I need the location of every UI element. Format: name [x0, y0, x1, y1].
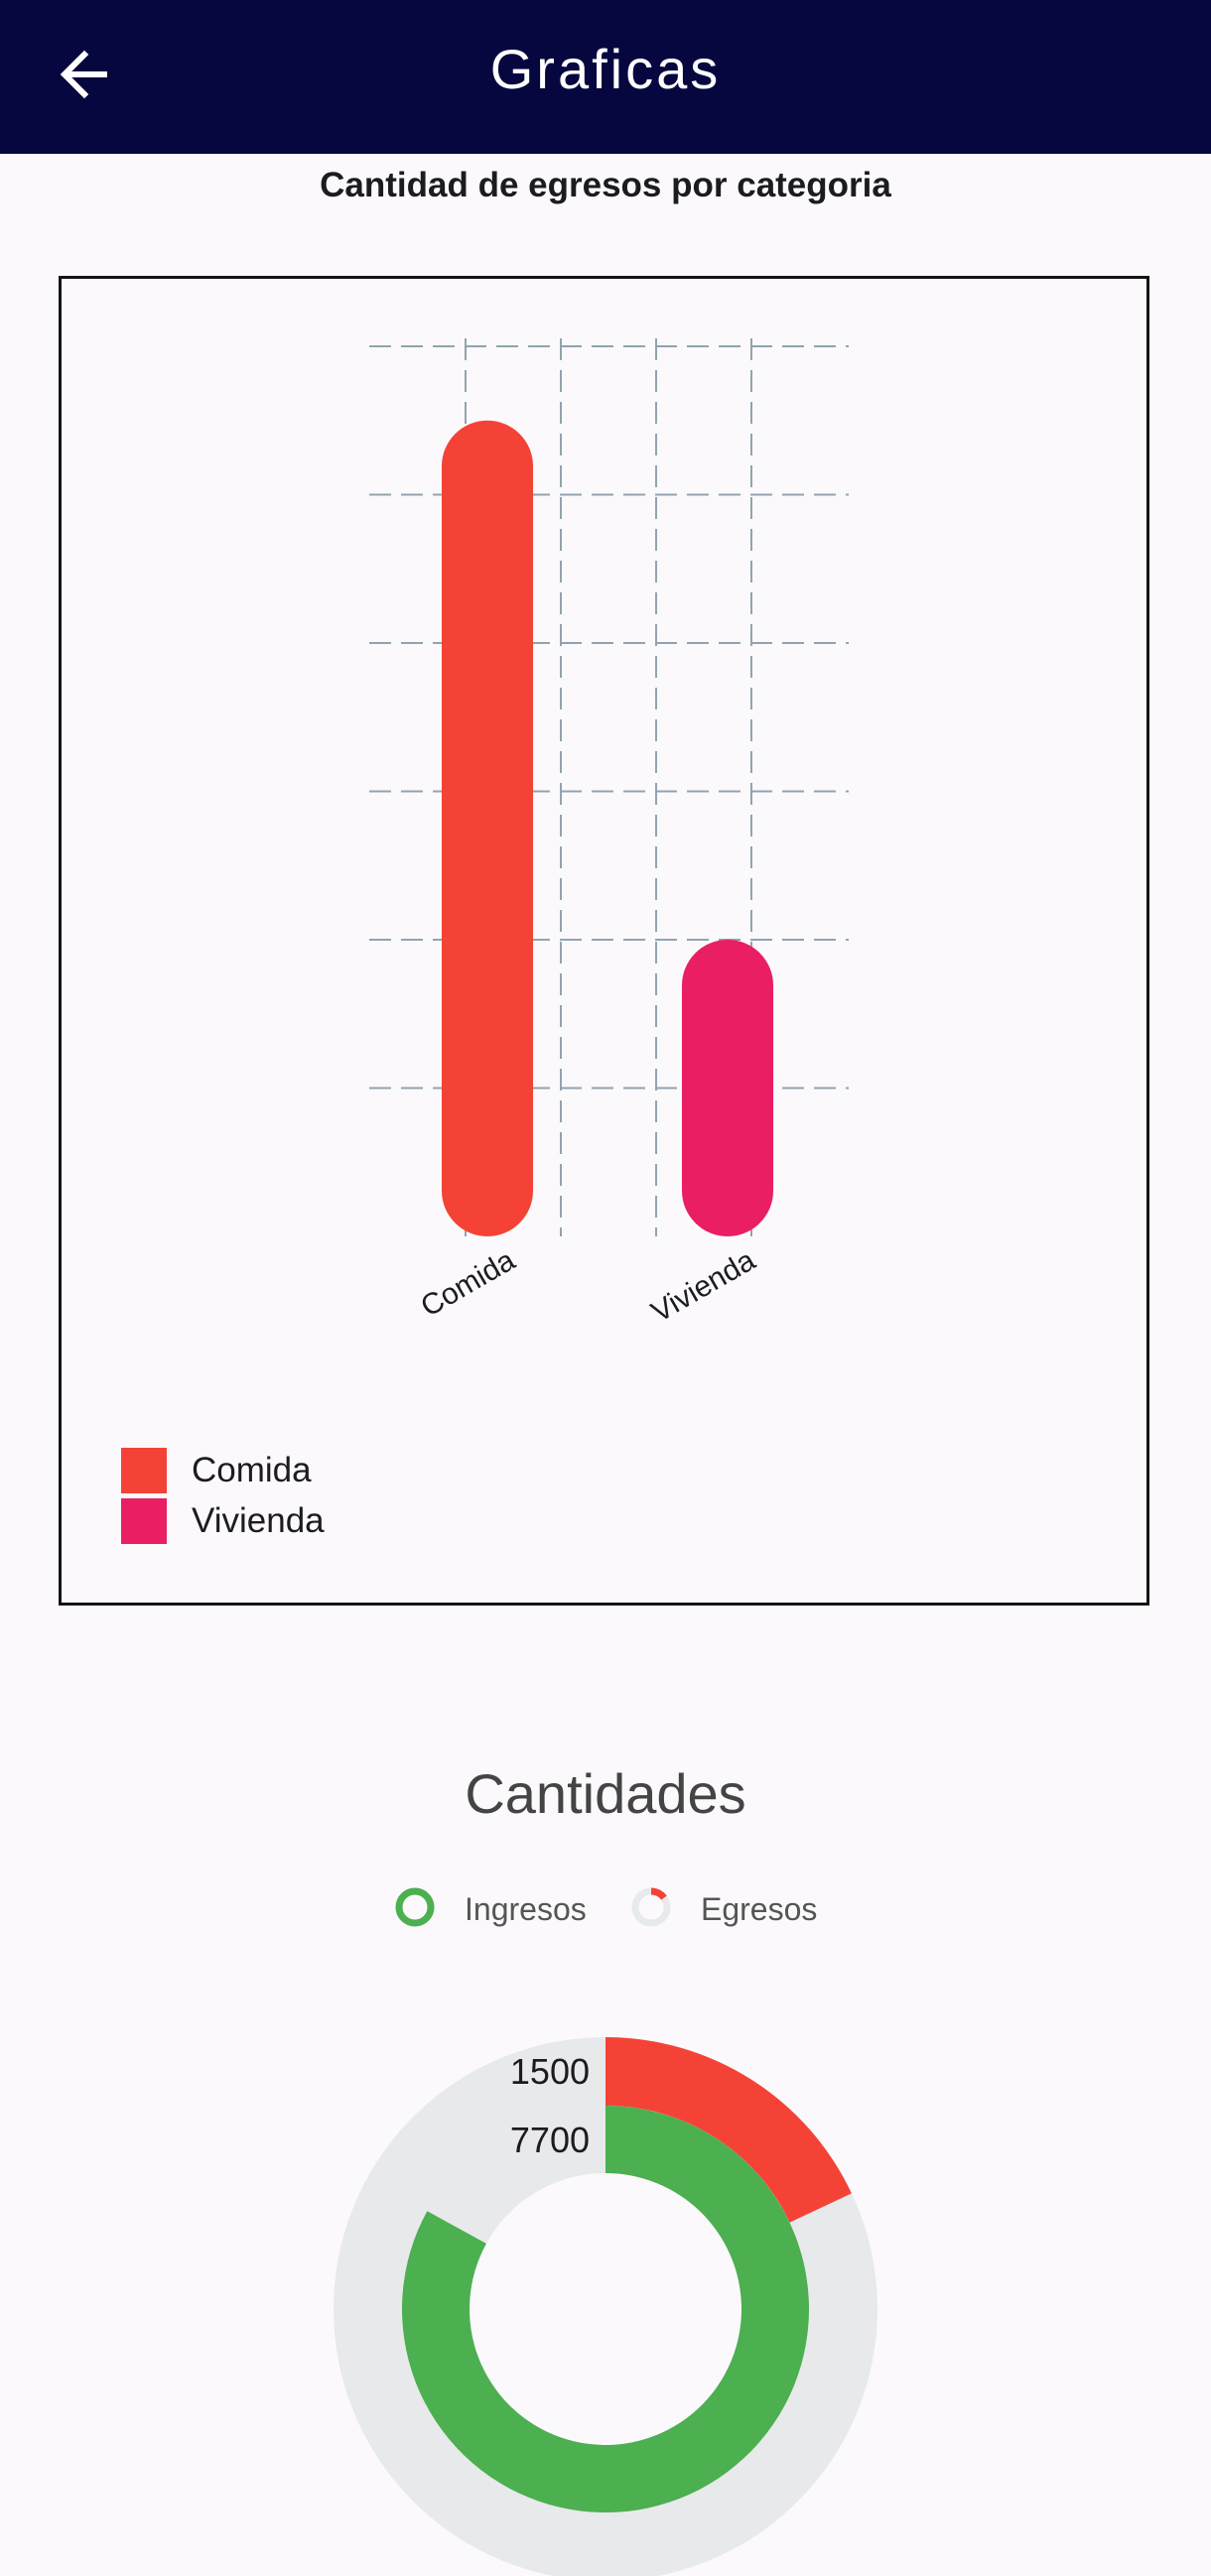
legend-label-egresos: Egresos — [701, 1890, 818, 1927]
pie-chart-title: Cantidades — [465, 1762, 746, 1825]
legend-label-ingresos: Ingresos — [465, 1890, 587, 1927]
legend-swatch-vivienda — [121, 1498, 167, 1544]
bar-chart: Comida Vivienda — [369, 338, 849, 1329]
legend-item-comida: Comida — [121, 1448, 312, 1493]
bar-chart-card: Comida Vivienda Comida Vivienda — [59, 276, 1149, 1606]
ring-icon — [629, 1885, 673, 1934]
legend-item-egresos: Egresos — [629, 1885, 818, 1934]
back-button[interactable] — [40, 32, 129, 121]
arc-ingresos[interactable] — [402, 2106, 810, 2512]
x-tick-label: Vivienda — [646, 1243, 761, 1329]
page-title: Graficas — [489, 38, 722, 100]
bar-vivienda[interactable] — [682, 940, 773, 1236]
legend-item-ingresos: Ingresos — [393, 1887, 587, 1931]
bar-comida[interactable] — [442, 420, 533, 1236]
legend-label-vivienda: Vivienda — [192, 1501, 325, 1540]
value-label-ingresos: 7700 — [510, 2120, 590, 2160]
value-label-egresos: 1500 — [510, 2051, 590, 2092]
radial-chart: 1500 7700 — [334, 2037, 877, 2576]
app-bar: Graficas — [0, 0, 1211, 154]
arc-egresos[interactable] — [606, 2037, 852, 2223]
legend-label-comida: Comida — [192, 1451, 312, 1489]
legend-swatch-comida — [121, 1448, 167, 1493]
legend-item-vivienda: Vivienda — [121, 1498, 325, 1544]
arrow-left-icon — [57, 47, 112, 107]
bar-chart-title: Cantidad de egresos por categoria — [320, 166, 891, 204]
ring-icon — [393, 1885, 437, 1934]
x-tick-label: Comida — [415, 1243, 520, 1323]
